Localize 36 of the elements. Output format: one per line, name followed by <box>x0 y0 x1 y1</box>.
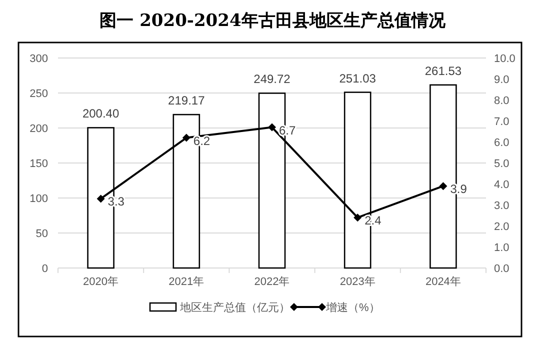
y-tick-label: 50 <box>36 228 48 240</box>
y-tick-label: 200 <box>30 123 48 135</box>
chart-title: 图一 2020-2024年古田县地区生产总值情况 <box>100 11 446 31</box>
x-tick-label: 2022年 <box>254 276 290 288</box>
y2-tick-label: 0.0 <box>494 263 510 275</box>
legend-label: 地区生产总值（亿元） <box>179 301 290 314</box>
y2-tick-label: 7.0 <box>494 116 510 128</box>
data-label: 249.72 <box>254 72 291 86</box>
legend-label: 增速（%） <box>325 301 380 314</box>
y2-tick-label: 6.0 <box>494 137 510 149</box>
y-tick-label: 150 <box>30 158 48 170</box>
y-tick-label: 0 <box>42 263 48 275</box>
y2-tick-label: 10.0 <box>494 53 516 65</box>
y2-tick-label: 9.0 <box>494 74 510 86</box>
y2-tick-label: 3.0 <box>494 200 510 212</box>
y2-tick-label: 4.0 <box>494 179 510 191</box>
x-tick-label: 2020年 <box>83 276 119 288</box>
y-tick-label: 300 <box>30 53 48 65</box>
point <box>439 182 448 190</box>
data-label: 219.17 <box>168 94 206 108</box>
x-tick-label: 2021年 <box>168 276 204 288</box>
point <box>96 194 105 203</box>
y-tick-label: 100 <box>30 193 48 205</box>
x-tick-label: 2023年 <box>340 276 376 288</box>
point <box>268 123 276 132</box>
data-label: 251.03 <box>339 71 376 86</box>
y-tick-label: 250 <box>30 88 48 100</box>
data-label: 200.40 <box>82 106 120 121</box>
y2-tick-label: 1.0 <box>494 242 510 254</box>
data-label: 261.53 <box>424 64 462 78</box>
y2-tick-label: 2.0 <box>494 221 510 233</box>
point <box>354 214 362 222</box>
y2-tick-label: 8.0 <box>494 95 510 107</box>
x-tick-label: 2024年 <box>425 276 461 288</box>
y2-tick-label: 5.0 <box>494 158 510 170</box>
point <box>182 134 190 142</box>
